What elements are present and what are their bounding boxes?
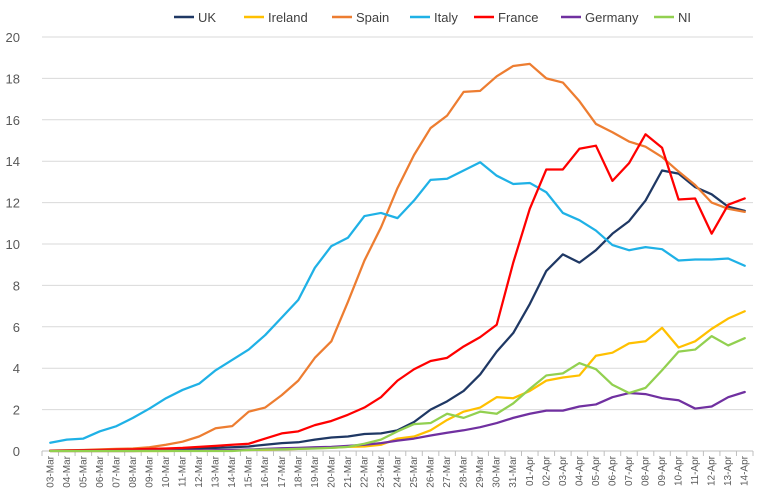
series-line-germany xyxy=(49,390,746,453)
y-tick-label: 16 xyxy=(6,113,20,128)
x-tick-label: 01-Apr xyxy=(525,455,536,486)
x-tick-label: 06-Apr xyxy=(607,455,618,486)
x-tick-label: 31-Mar xyxy=(508,455,519,487)
series-line-italy xyxy=(49,161,746,444)
x-tick-label: 07-Apr xyxy=(624,455,635,486)
x-tick-label: 06-Mar xyxy=(95,455,106,487)
y-tick-label: 2 xyxy=(13,403,20,418)
x-tick-label: 14-Mar xyxy=(227,455,238,487)
legend-label-spain: Spain xyxy=(356,10,389,25)
x-tick-label: 27-Mar xyxy=(442,455,453,487)
legend-label-italy: Italy xyxy=(434,10,458,25)
x-tick-label: 12-Apr xyxy=(707,455,718,486)
y-tick-label: 10 xyxy=(6,237,20,252)
x-tick-label: 20-Mar xyxy=(326,455,337,487)
legend-label-ireland: Ireland xyxy=(268,10,308,25)
x-tick-label: 11-Apr xyxy=(690,455,701,485)
x-tick-label: 30-Mar xyxy=(492,455,503,487)
series-lines xyxy=(49,62,746,453)
x-tick-label: 05-Mar xyxy=(78,455,89,487)
x-tick-label: 22-Mar xyxy=(359,455,370,487)
x-tick-label: 29-Mar xyxy=(475,455,486,487)
x-tick-label: 09-Apr xyxy=(657,455,668,486)
x-tick-label: 08-Mar xyxy=(128,455,139,487)
legend-label-france: France xyxy=(498,10,538,25)
y-tick-label: 6 xyxy=(13,320,20,335)
x-tick-label: 05-Apr xyxy=(591,455,602,486)
x-tick-label: 04-Mar xyxy=(62,455,73,487)
x-tick-label: 15-Mar xyxy=(244,455,255,487)
x-tick-label: 04-Apr xyxy=(574,455,585,486)
y-tick-label: 14 xyxy=(6,154,20,169)
x-tick-label: 10-Mar xyxy=(161,455,172,487)
x-axis: 03-Mar 04-Mar 05-Mar 06-Mar 07-Mar 08-Mar 09-M… xyxy=(41,450,754,488)
x-tick-label: 25-Mar xyxy=(409,455,420,487)
x-tick-label: 02-Apr xyxy=(541,455,552,486)
x-tick-label: 07-Mar xyxy=(111,455,122,487)
gridlines xyxy=(42,36,753,411)
x-tick-label: 28-Mar xyxy=(459,455,470,487)
y-tick-label: 18 xyxy=(6,71,20,86)
legend: UK Ireland Spain Italy France Germany NI xyxy=(174,10,691,25)
series-line-spain xyxy=(49,62,746,452)
series-line-uk xyxy=(49,169,746,452)
x-tick-label: 24-Mar xyxy=(393,455,404,487)
y-tick-label: 4 xyxy=(13,361,20,376)
x-tick-label: 18-Mar xyxy=(293,455,304,487)
series-line-ni xyxy=(49,334,746,453)
x-tick-label: 14-Apr xyxy=(740,455,751,486)
y-axis: 0 2 4 6 8 10 12 14 16 18 20 xyxy=(6,30,20,459)
x-tick-label: 03-Apr xyxy=(558,455,569,486)
legend-label-germany: Germany xyxy=(585,10,639,25)
y-tick-label: 12 xyxy=(6,196,20,211)
x-tick-label: 17-Mar xyxy=(277,455,288,487)
x-tick-label: 23-Mar xyxy=(376,455,387,487)
x-tick-label: 26-Mar xyxy=(426,455,437,487)
x-tick-label: 21-Mar xyxy=(343,455,354,487)
x-tick-label: 09-Mar xyxy=(144,455,155,487)
x-tick-label: 10-Apr xyxy=(674,455,685,486)
legend-label-uk: UK xyxy=(198,10,216,25)
x-tick-label: 03-Mar xyxy=(45,455,56,487)
y-tick-label: 8 xyxy=(13,278,20,293)
x-tick-label: 19-Mar xyxy=(310,455,321,487)
x-tick-label: 11-Mar xyxy=(178,455,189,487)
x-tick-label: 16-Mar xyxy=(260,455,271,487)
series-line-france xyxy=(49,133,746,452)
x-tick-label: 13-Apr xyxy=(723,455,734,486)
x-tick-label: 13-Mar xyxy=(211,455,222,487)
x-tick-label: 12-Mar xyxy=(194,455,205,487)
legend-label-ni: NI xyxy=(678,10,691,25)
x-tick-label: 08-Apr xyxy=(641,455,652,486)
y-tick-label: 20 xyxy=(6,30,20,45)
y-tick-label: 0 xyxy=(13,444,20,459)
